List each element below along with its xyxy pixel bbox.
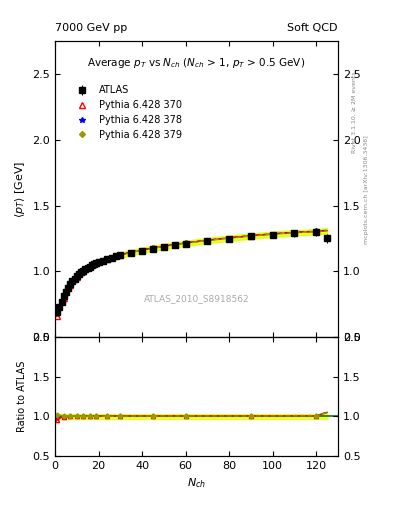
Pythia 6.428 370: [55, 313, 60, 319]
Pythia 6.428 379: [183, 240, 188, 246]
Pythia 6.428 370: [248, 233, 253, 239]
X-axis label: $N_{ch}$: $N_{ch}$: [187, 476, 206, 490]
Pythia 6.428 378: [314, 228, 319, 234]
Pythia 6.428 370: [314, 228, 319, 234]
Text: 7000 GeV pp: 7000 GeV pp: [55, 23, 127, 33]
Text: Soft QCD: Soft QCD: [288, 23, 338, 33]
Pythia 6.428 378: [61, 294, 66, 301]
Pythia 6.428 379: [88, 263, 92, 269]
Pythia 6.428 370: [88, 263, 92, 269]
Pythia 6.428 378: [55, 311, 60, 317]
Pythia 6.428 379: [55, 308, 60, 314]
Text: Average $p_{T}$ vs $N_{ch}$ ($N_{ch}$ > 1, $p_{T}$ > 0.5 GeV): Average $p_{T}$ vs $N_{ch}$ ($N_{ch}$ > …: [87, 56, 306, 70]
Pythia 6.428 379: [94, 260, 99, 266]
Legend: ATLAS, Pythia 6.428 370, Pythia 6.428 378, Pythia 6.428 379: ATLAS, Pythia 6.428 370, Pythia 6.428 37…: [66, 81, 185, 144]
Pythia 6.428 370: [94, 260, 99, 266]
Pythia 6.428 379: [151, 245, 155, 251]
Line: Pythia 6.428 378: Pythia 6.428 378: [54, 228, 319, 317]
Pythia 6.428 379: [105, 256, 110, 262]
Text: ATLAS_2010_S8918562: ATLAS_2010_S8918562: [144, 294, 249, 303]
Pythia 6.428 379: [248, 233, 253, 239]
Line: Pythia 6.428 370: Pythia 6.428 370: [54, 229, 319, 319]
Pythia 6.428 378: [183, 240, 188, 246]
Pythia 6.428 370: [68, 282, 73, 288]
Pythia 6.428 378: [151, 245, 155, 251]
Pythia 6.428 370: [81, 268, 86, 274]
Line: Pythia 6.428 379: Pythia 6.428 379: [55, 230, 318, 313]
Pythia 6.428 378: [118, 252, 123, 258]
Pythia 6.428 370: [61, 294, 66, 301]
Y-axis label: Ratio to ATLAS: Ratio to ATLAS: [17, 361, 27, 432]
Pythia 6.428 378: [105, 255, 110, 262]
Y-axis label: $\langle p_{T} \rangle$ [GeV]: $\langle p_{T} \rangle$ [GeV]: [13, 160, 27, 218]
Pythia 6.428 378: [81, 268, 86, 274]
Text: mcplots.cern.ch [arXiv:1306.3436]: mcplots.cern.ch [arXiv:1306.3436]: [364, 135, 369, 244]
Pythia 6.428 379: [81, 267, 86, 273]
Pythia 6.428 378: [94, 260, 99, 266]
Pythia 6.428 370: [151, 245, 155, 251]
Pythia 6.428 370: [74, 273, 79, 280]
Pythia 6.428 378: [74, 273, 79, 280]
Pythia 6.428 378: [88, 263, 92, 269]
Pythia 6.428 370: [183, 240, 188, 246]
Text: Rivet 3.1.10, ≥ 2M events: Rivet 3.1.10, ≥ 2M events: [352, 72, 357, 154]
Pythia 6.428 370: [118, 252, 123, 258]
Pythia 6.428 379: [314, 229, 319, 235]
Pythia 6.428 378: [68, 282, 73, 288]
Pythia 6.428 370: [105, 256, 110, 262]
Pythia 6.428 379: [118, 252, 123, 258]
Pythia 6.428 378: [248, 232, 253, 239]
Pythia 6.428 379: [61, 292, 66, 298]
Pythia 6.428 379: [68, 281, 73, 287]
Pythia 6.428 379: [74, 273, 79, 279]
